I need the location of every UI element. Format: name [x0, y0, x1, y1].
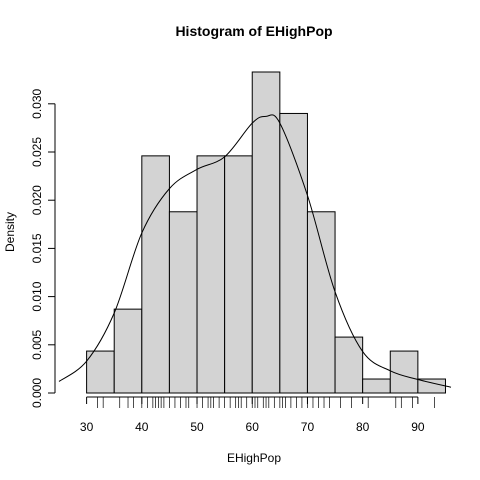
x-tick-label: 80	[356, 420, 370, 434]
histogram-bars	[86, 71, 446, 394]
y-tick-label: 0.020	[30, 185, 44, 215]
y-tick-label: 0.025	[30, 137, 44, 167]
histogram-bar	[362, 378, 391, 394]
histogram-bar	[306, 211, 336, 394]
histogram-bar	[113, 308, 143, 394]
x-tick-label: 60	[246, 420, 260, 434]
x-axis-label: EHighPop	[227, 451, 281, 465]
y-axis-label: Density	[3, 212, 17, 252]
y-tick-label: 0.005	[30, 329, 44, 359]
histogram-bar	[334, 336, 364, 394]
x-tick-label: 50	[190, 420, 204, 434]
y-axis: 0.000 0.005 0.010 0.015 0.020 0.025 0.030	[30, 88, 56, 408]
histogram-bar	[389, 350, 419, 394]
y-tick-label: 0.000	[30, 378, 44, 408]
x-tick-label: 30	[80, 420, 94, 434]
y-tick-label: 0.015	[30, 233, 44, 263]
histogram-bar	[417, 378, 446, 394]
histogram-bar	[168, 211, 198, 394]
histogram-bar	[141, 155, 170, 394]
x-axis: 30 40 50 60 70 80 90	[80, 396, 425, 434]
rug-marks	[97, 397, 435, 408]
y-tick-label: 0.030	[30, 88, 44, 118]
x-tick-label: 90	[411, 420, 425, 434]
chart-title: Histogram of EHighPop	[175, 23, 332, 39]
density-curve	[58, 114, 452, 388]
histogram-bar	[251, 71, 281, 394]
x-tick-label: 70	[301, 420, 315, 434]
histogram-bar	[86, 350, 115, 394]
histogram-bar	[224, 155, 253, 394]
y-tick-label: 0.010	[30, 281, 44, 311]
histogram-bar	[279, 112, 308, 394]
x-tick-label: 40	[135, 420, 149, 434]
histogram-bar	[196, 155, 226, 394]
